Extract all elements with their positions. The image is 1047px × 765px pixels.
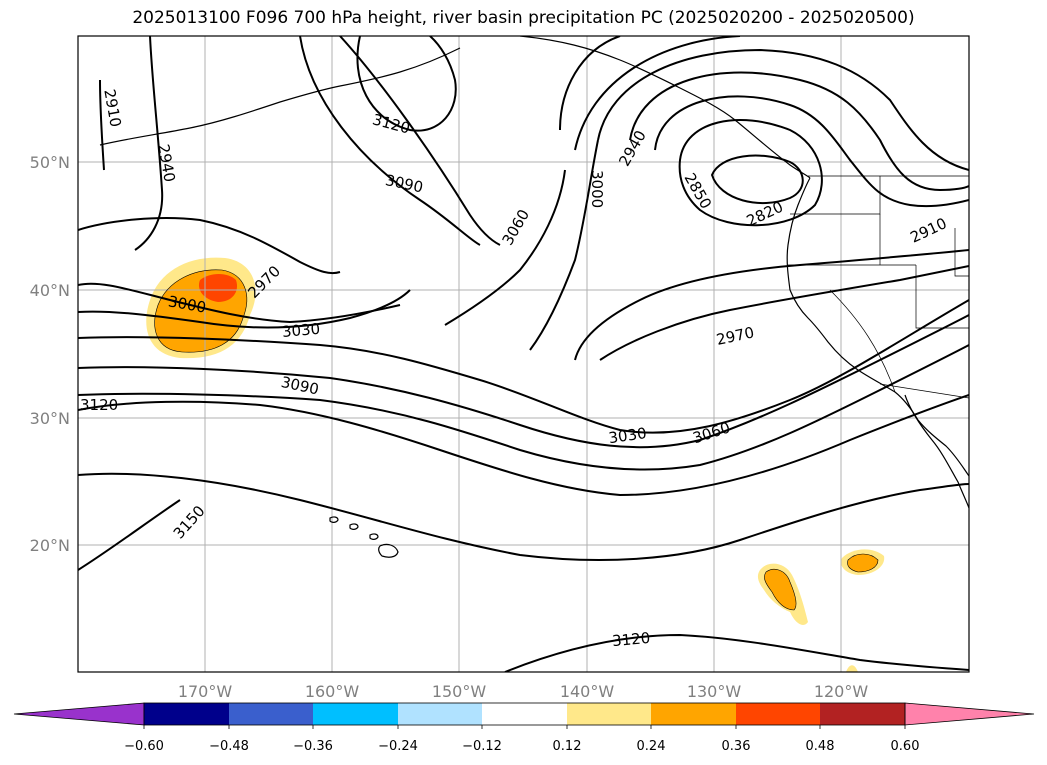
colorbar-tick-label: −0.24 bbox=[378, 739, 418, 754]
lat-label-40n: 40°N bbox=[30, 281, 70, 300]
colorbar-frame bbox=[143, 702, 906, 726]
lon-label-170w: 170°W bbox=[178, 682, 233, 701]
colorbar-segment bbox=[736, 703, 820, 725]
colorbar-extend-low bbox=[13, 702, 145, 726]
colorbar-tick-label: −0.36 bbox=[293, 739, 333, 754]
lat-label-30n: 30°N bbox=[30, 409, 70, 428]
colorbar: −0.60 −0.48 −0.36 −0.24 −0.12 0.12 0.24 … bbox=[13, 702, 1035, 754]
lon-labels: 170°W 160°W 150°W 140°W 130°W 120°W bbox=[178, 682, 869, 701]
contour-2970-east bbox=[574, 36, 969, 361]
hawaii-big-island bbox=[378, 543, 399, 558]
precip-area-orange-mexico bbox=[847, 554, 878, 572]
colorbar-tick-label: −0.12 bbox=[462, 739, 502, 754]
colorbar-segment bbox=[313, 703, 398, 725]
contour-3090-north bbox=[299, 36, 481, 246]
colorbar-segment bbox=[820, 703, 905, 725]
contour-3120-south bbox=[504, 633, 969, 672]
contour-3090-main bbox=[78, 344, 969, 471]
colorbar-tick-label: 0.48 bbox=[806, 739, 835, 754]
lat-label-50n: 50°N bbox=[30, 153, 70, 172]
colorbar-segment bbox=[398, 703, 482, 725]
lon-label-160w: 160°W bbox=[305, 682, 360, 701]
contour-3060-main bbox=[78, 314, 969, 449]
contour-3000-trough bbox=[444, 169, 566, 326]
colorbar-segment bbox=[144, 703, 229, 725]
chart-title: 2025013100 F096 700 hPa height, river ba… bbox=[132, 8, 915, 28]
precip-shading bbox=[146, 257, 885, 672]
lat-labels: 50°N 40°N 30°N 20°N bbox=[30, 153, 70, 555]
colorbar-tick-label: 0.60 bbox=[891, 739, 920, 754]
contour-3150-west bbox=[78, 499, 181, 571]
border-ca-nv bbox=[915, 265, 969, 329]
colorbar-segment bbox=[482, 703, 567, 725]
contour-2910-east bbox=[629, 71, 969, 192]
gridlines bbox=[78, 36, 969, 672]
lon-label-150w: 150°W bbox=[432, 682, 487, 701]
colorbar-tick-label: 0.24 bbox=[637, 739, 666, 754]
contour-2820 bbox=[710, 154, 804, 205]
precip-contour-lines bbox=[154, 269, 879, 611]
map-area bbox=[78, 36, 969, 672]
hawaii-kauai bbox=[329, 516, 339, 523]
contour-3030-west bbox=[78, 289, 411, 329]
precip-area-orange-hawaii bbox=[764, 569, 797, 610]
hawaii-maui bbox=[369, 533, 379, 540]
colorbar-segment bbox=[651, 703, 736, 725]
colorbar-tick-label: −0.60 bbox=[124, 739, 164, 754]
contour-3060-north bbox=[339, 36, 501, 246]
height-contours bbox=[78, 36, 969, 672]
border-ut bbox=[954, 228, 969, 277]
colorbar-extend-high bbox=[904, 702, 1035, 726]
coast-mexico-mainland bbox=[917, 419, 969, 477]
colorbar-tick-label: 0.12 bbox=[553, 739, 582, 754]
contour-2940-east bbox=[597, 48, 969, 171]
contour-2880 bbox=[654, 95, 969, 208]
contour-label: 3120 bbox=[80, 396, 118, 414]
contour-label: 3120 bbox=[611, 629, 651, 650]
coast-alaska-peninsula bbox=[99, 47, 461, 146]
precip-outline-west bbox=[154, 269, 247, 353]
contour-label: 3000 bbox=[588, 170, 606, 208]
coastlines bbox=[99, 36, 969, 558]
coast-baja bbox=[904, 394, 969, 509]
lon-label-140w: 140°W bbox=[560, 682, 615, 701]
contour-3150 bbox=[78, 472, 969, 561]
lat-label-20n: 20°N bbox=[30, 536, 70, 555]
state-borders bbox=[788, 175, 969, 399]
precip-outline-hawaii bbox=[764, 569, 797, 611]
precip-outline-mexico bbox=[847, 553, 879, 573]
colorbar-segment bbox=[567, 703, 651, 725]
hawaii-oahu bbox=[349, 523, 359, 530]
contour-3000-east bbox=[559, 36, 969, 361]
contour-2970-west bbox=[78, 217, 341, 275]
map-frame bbox=[77, 35, 970, 673]
contour-3000-west bbox=[78, 282, 401, 324]
lon-label-120w: 120°W bbox=[814, 682, 869, 701]
contour-3120-north bbox=[356, 36, 457, 132]
contour-2940-west bbox=[134, 36, 164, 251]
contour-2850 bbox=[678, 119, 823, 227]
coast-us-west bbox=[789, 289, 919, 421]
contour-label: 3030 bbox=[281, 320, 321, 341]
coast-bc bbox=[786, 177, 811, 291]
contour-3120-main bbox=[78, 394, 969, 497]
contour-label: 3030 bbox=[607, 424, 647, 447]
contour-2970-trough bbox=[529, 139, 599, 351]
lon-label-130w: 130°W bbox=[687, 682, 742, 701]
coast-alaska-south bbox=[519, 36, 811, 179]
contour-3030-main bbox=[78, 299, 969, 434]
precip-area-red-west bbox=[198, 274, 238, 302]
border-nv-az bbox=[829, 289, 896, 393]
border-us-mexico bbox=[879, 383, 969, 399]
colorbar-tick-label: −0.48 bbox=[209, 739, 249, 754]
contour-2910-west bbox=[99, 79, 105, 171]
colorbar-tick-label: 0.36 bbox=[722, 739, 751, 754]
colorbar-segment bbox=[229, 703, 313, 725]
precip-area-yellow-south bbox=[846, 665, 858, 672]
